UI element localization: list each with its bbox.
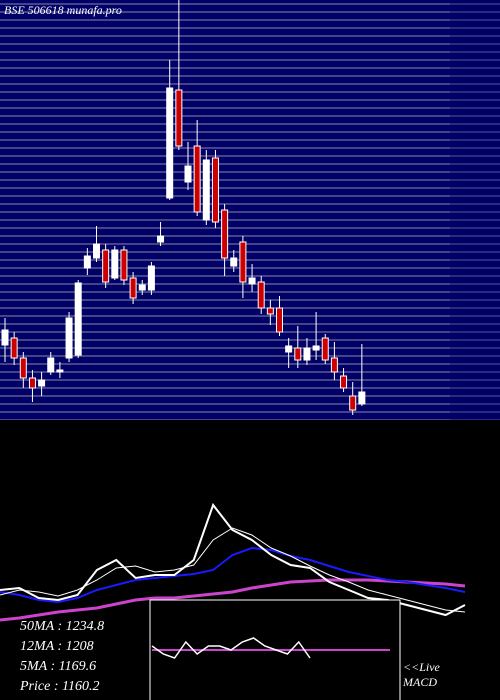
- candle-body: [111, 249, 119, 279]
- candle-body: [358, 391, 366, 405]
- candle-body: [349, 395, 357, 411]
- candle-body: [312, 345, 320, 351]
- candle-body: [47, 357, 55, 373]
- candle-body: [340, 375, 348, 389]
- candle-body: [285, 345, 293, 353]
- ma-line: [0, 546, 466, 604]
- ma-label: 12MA : 1208: [20, 639, 94, 654]
- candle-body: [257, 281, 265, 309]
- candle-body: [1, 329, 9, 346]
- axis-strip: [450, 0, 500, 420]
- candle-body: [157, 235, 165, 243]
- candle-body: [175, 89, 183, 147]
- candle-body: [74, 282, 82, 356]
- ma-label: 50MA : 1234.8: [20, 619, 104, 634]
- candle-body: [221, 209, 229, 259]
- candle-body: [184, 165, 192, 183]
- ma-line: [0, 527, 466, 613]
- candle-body: [321, 337, 329, 361]
- candle-body: [38, 379, 46, 387]
- candle-body: [147, 265, 155, 291]
- candle-body: [166, 87, 174, 199]
- candle-body: [102, 249, 110, 283]
- candle-body: [276, 307, 283, 333]
- candle-body: [202, 159, 210, 221]
- candle-body: [303, 347, 311, 361]
- candle-body: [120, 249, 128, 281]
- candle-body: [193, 145, 201, 213]
- candle-body: [138, 284, 146, 291]
- grid-pattern: [0, 0, 500, 420]
- candle-body: [239, 241, 247, 283]
- ma-label: Price : 1160.2: [19, 679, 99, 694]
- macd-line: [151, 637, 311, 659]
- candle-body: [230, 257, 238, 267]
- candle-body: [10, 337, 18, 359]
- candle-body: [330, 357, 338, 373]
- candle-body: [28, 377, 36, 389]
- candle-body: [65, 317, 73, 359]
- ma-label: 5MA : 1169.6: [20, 659, 96, 674]
- macd-label: <<Live: [403, 660, 441, 674]
- macd-label: MACD: [402, 675, 437, 689]
- candle-body: [129, 277, 137, 299]
- candle-body: [266, 307, 274, 315]
- candle-body: [56, 369, 64, 373]
- candle-body: [93, 243, 100, 259]
- chart-title: BSE 506618 munafa.pro: [4, 3, 122, 17]
- candle-body: [211, 157, 219, 223]
- candle-body: [294, 347, 302, 361]
- candle-body: [19, 357, 27, 379]
- candle-body: [83, 255, 91, 269]
- candle-body: [248, 277, 256, 285]
